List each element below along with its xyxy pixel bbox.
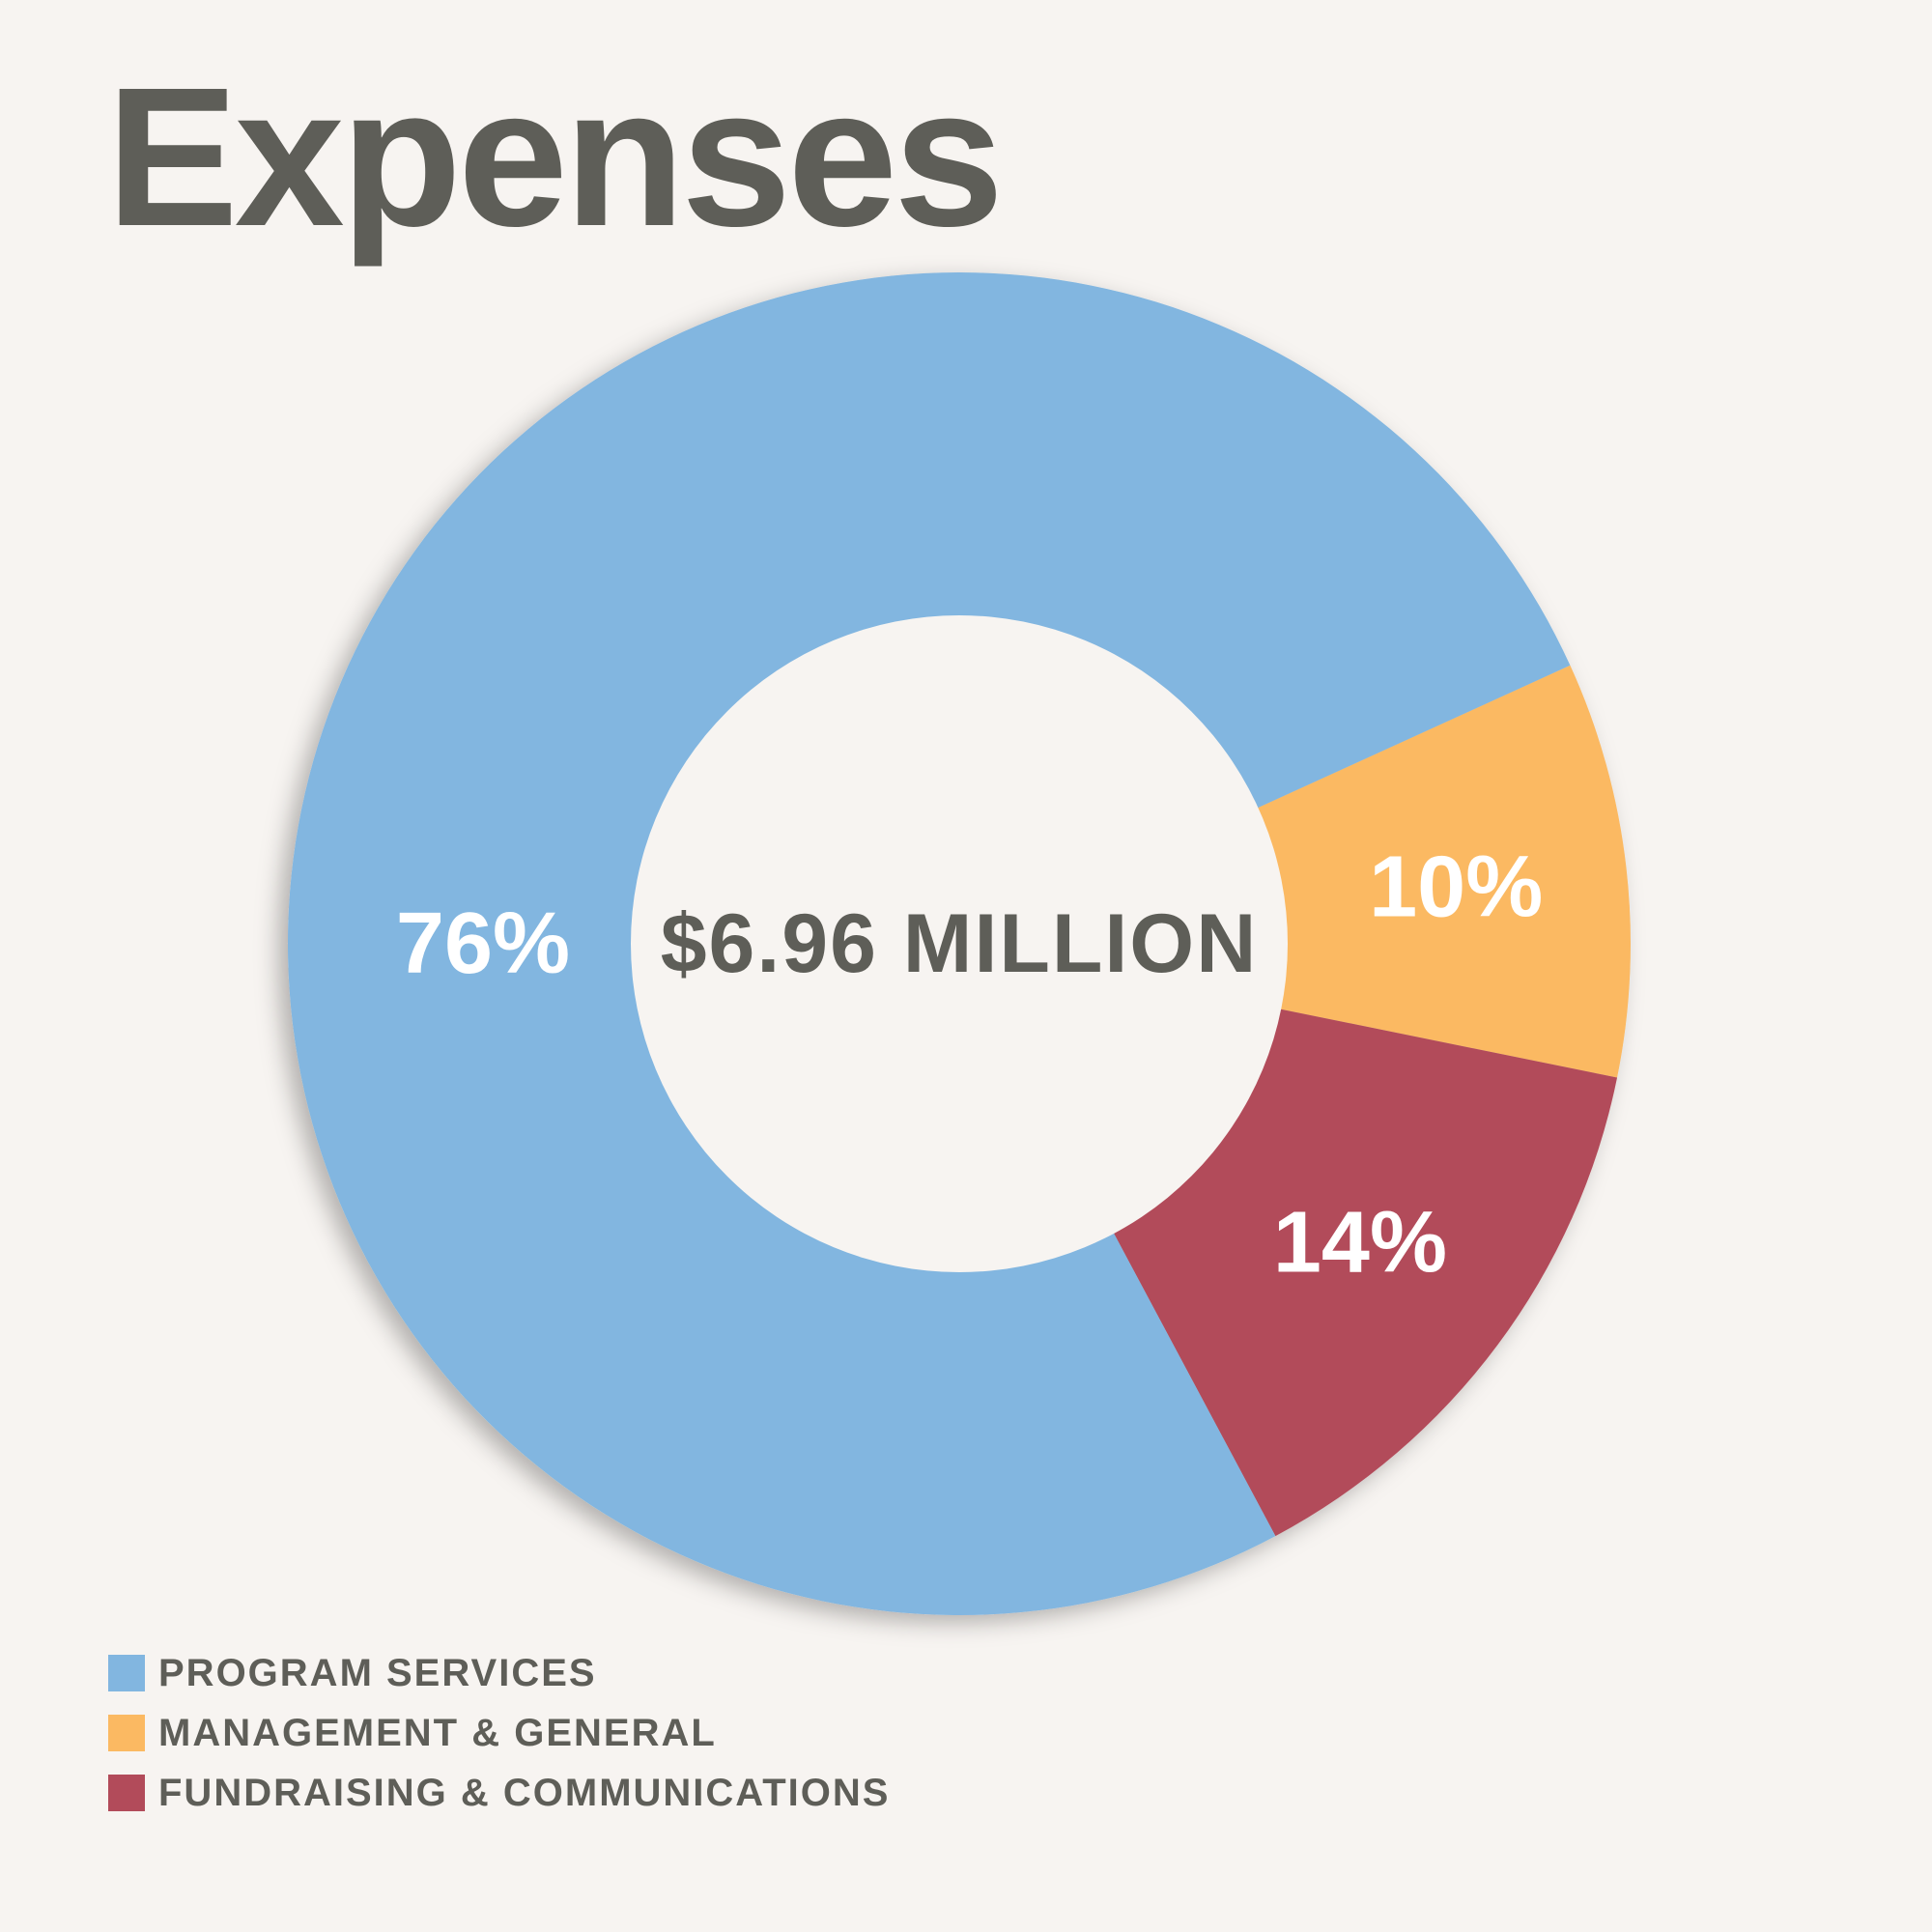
center-total-label: $6.96 MILLION xyxy=(661,897,1259,990)
legend-item-program-services: PROGRAM SERVICES xyxy=(108,1651,890,1694)
slice-label-program-services: 76% xyxy=(396,895,570,992)
legend-label-program-services: PROGRAM SERVICES xyxy=(158,1651,597,1694)
slice-labels: 10% 14% 76% xyxy=(396,838,1543,1291)
legend-item-management-general: MANAGEMENT & GENERAL xyxy=(108,1711,890,1754)
slice-label-fundraising-communications: 14% xyxy=(1273,1194,1447,1291)
legend-item-fundraising-communications: FUNDRAISING & COMMUNICATIONS xyxy=(108,1771,891,1814)
donut-hole xyxy=(631,615,1288,1272)
chart-title: Expenses xyxy=(106,46,1004,268)
slice-label-management-general: 10% xyxy=(1369,838,1543,935)
legend-label-fundraising-communications: FUNDRAISING & COMMUNICATIONS xyxy=(158,1771,891,1814)
legend-label-management-general: MANAGEMENT & GENERAL xyxy=(158,1711,717,1754)
legend-swatch-program-services xyxy=(108,1655,145,1691)
legend-swatch-management-general xyxy=(108,1715,145,1751)
legend-swatch-fundraising-communications xyxy=(108,1775,145,1811)
legend: PROGRAM SERVICES MANAGEMENT & GENERAL FU… xyxy=(108,1651,891,1833)
